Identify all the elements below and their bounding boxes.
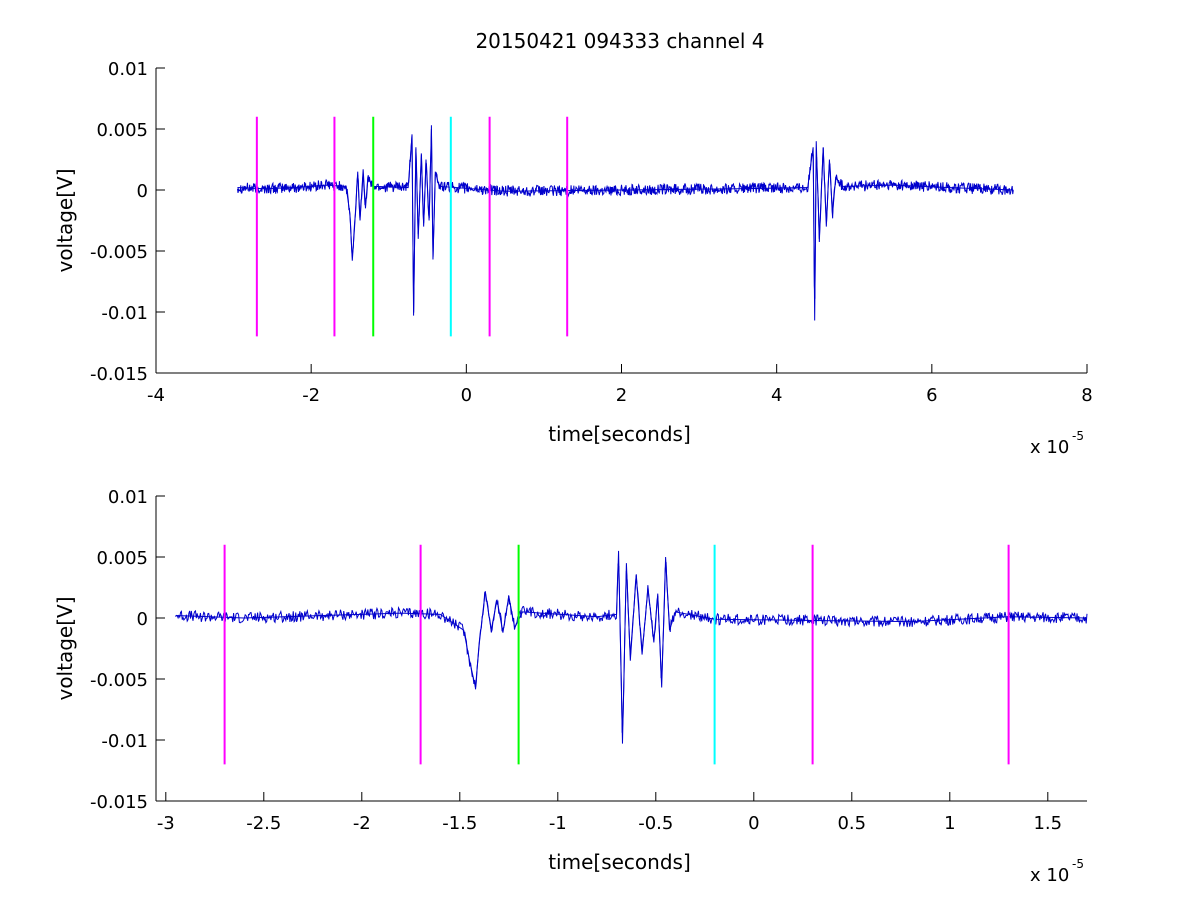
- y-tick-label: -0.015: [90, 792, 148, 813]
- x-tick-label: 8: [1081, 385, 1092, 406]
- signal-trace: [236, 125, 1014, 313]
- x-tick-label: -2: [353, 813, 371, 834]
- x-tick-label: 0: [748, 813, 759, 834]
- x-axis-label: time[seconds]: [548, 850, 691, 874]
- x-tick-label: -4: [147, 385, 165, 406]
- y-tick-label: -0.01: [101, 731, 148, 752]
- x-tick-label: -2.5: [246, 813, 281, 834]
- x-tick-label: 0: [461, 385, 472, 406]
- x-tick-label: -3: [157, 813, 175, 834]
- x-tick-label: -2: [302, 385, 320, 406]
- x-axis-label: time[seconds]: [548, 422, 691, 446]
- x-tick-label: 2: [616, 385, 627, 406]
- x-multiplier-exponent: -5: [1072, 429, 1084, 443]
- x-multiplier-label: x 10: [1030, 437, 1069, 458]
- y-tick-label: -0.005: [90, 670, 148, 691]
- top-axes: 0.01 0.005 0 -0.005 -0.01 -0.015-4 -2 0 2 4 6 8 time…: [53, 59, 1093, 458]
- bottom-axes: 0.01 0.005 0 -0.005 -0.01 -0.015 -3 -2.5 -2 -1.5 -…: [53, 487, 1088, 886]
- x-tick-label: 1.5: [1033, 813, 1062, 834]
- y-tick-label: 0: [137, 181, 148, 202]
- chart-title: 20150421 094333 channel 4: [475, 29, 764, 53]
- x-tick-label: 1: [944, 813, 955, 834]
- x-tick-label: -0.5: [638, 813, 673, 834]
- y-tick-label: -0.015: [90, 364, 148, 385]
- x-tick-label: -1.5: [442, 813, 477, 834]
- y-tick-label: -0.005: [90, 242, 148, 263]
- y-tick-label: 0.01: [108, 487, 148, 508]
- signal-peaks: [237, 128, 1014, 321]
- x-tick-label: 4: [771, 385, 782, 406]
- x-tick-label: 6: [926, 385, 937, 406]
- y-axis-label: voltage[V]: [53, 168, 77, 272]
- y-tick-label: 0.005: [96, 120, 148, 141]
- x-tick-label: -1: [549, 813, 567, 834]
- y-tick-label: -0.01: [101, 303, 148, 324]
- signal-peaks: [175, 550, 1088, 744]
- x-multiplier-exponent: -5: [1072, 857, 1084, 871]
- y-axis-label: voltage[V]: [53, 596, 77, 700]
- x-tick-label: 0.5: [837, 813, 866, 834]
- y-tick-label: 0.005: [96, 548, 148, 569]
- y-tick-label: 0: [137, 609, 148, 630]
- x-multiplier-label: x 10: [1030, 865, 1069, 886]
- y-tick-label: 0.01: [108, 59, 148, 80]
